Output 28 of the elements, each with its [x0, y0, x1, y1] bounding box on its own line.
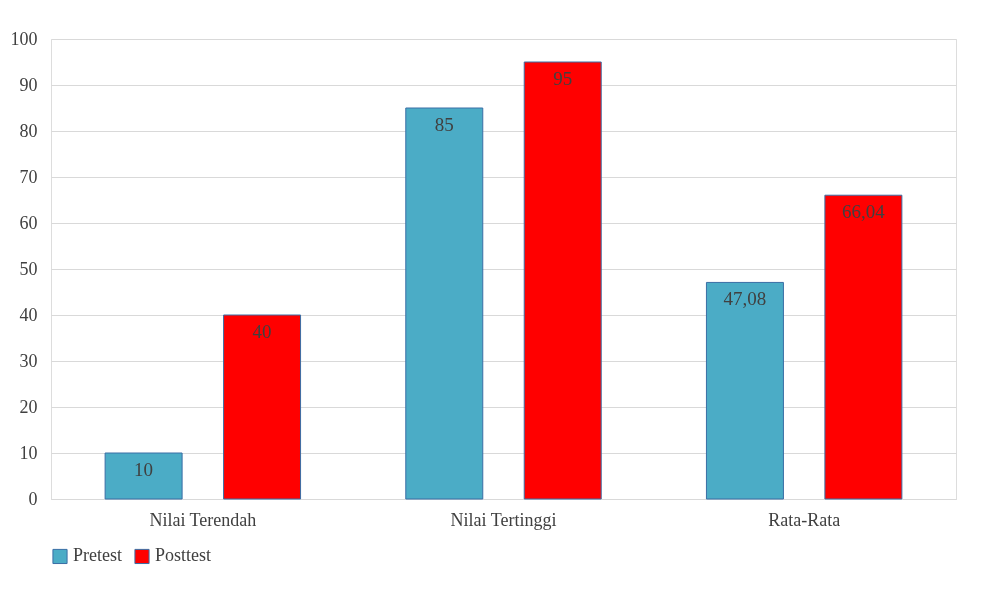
bar	[405, 107, 484, 500]
data-label: 95	[553, 68, 573, 89]
bar	[523, 61, 602, 500]
y-tick-label: 70	[19, 166, 38, 187]
y-tick-label: 20	[19, 396, 38, 417]
x-tick-label: Nilai Terendah	[149, 509, 257, 530]
y-tick-label: 40	[19, 304, 38, 325]
y-tick-label: 10	[19, 442, 38, 463]
bar	[705, 281, 784, 500]
y-tick-label: 0	[28, 488, 38, 509]
y-tick-label: 90	[19, 74, 38, 95]
data-label: 10	[134, 459, 154, 480]
legend-label: Pretest	[73, 545, 122, 566]
y-tick-label: 80	[19, 120, 38, 141]
x-tick-label: Nilai Tertinggi	[450, 509, 557, 530]
data-label: 47,08	[723, 288, 767, 310]
bar	[824, 194, 903, 500]
bar	[104, 452, 183, 500]
data-label: 66,04	[842, 201, 886, 223]
data-label: 85	[434, 114, 454, 135]
y-tick-label: 100	[10, 28, 38, 49]
x-tick-label: Rata-Rata	[768, 509, 841, 530]
legend-label: Posttest	[155, 545, 212, 566]
bar	[223, 314, 302, 500]
y-tick-label: 50	[19, 258, 38, 279]
y-tick-label: 60	[19, 212, 38, 233]
y-tick-label: 30	[19, 350, 38, 371]
data-label: 40	[252, 321, 272, 342]
